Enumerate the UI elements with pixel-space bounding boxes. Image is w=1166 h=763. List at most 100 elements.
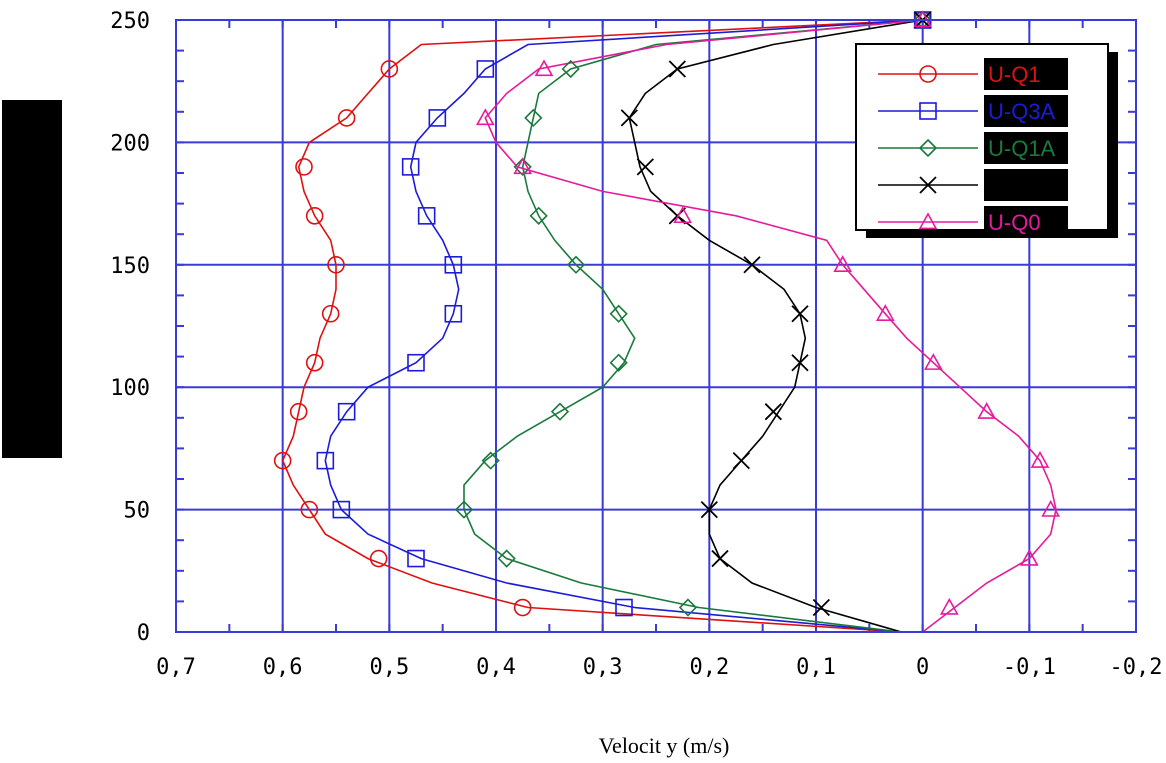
- ylabel-blackout: [2, 100, 62, 458]
- y-tick-label: 100: [110, 376, 150, 401]
- y-tick-label: 0: [137, 621, 150, 646]
- u-q0-point: [923, 353, 943, 370]
- x-tick-label: 0,2: [689, 655, 729, 680]
- legend-label-bg-u-q1a: [984, 132, 1068, 164]
- legend-label-bg-u-q0: [984, 206, 1068, 238]
- legend: U-Q1 U-Q3A U-Q1A U-Q0: [855, 43, 1118, 238]
- u-q1-point: [337, 109, 356, 127]
- legend-marker-u-q3a: [919, 102, 937, 120]
- x-tick-label: 0,1: [796, 655, 836, 680]
- series-4-point: [743, 256, 761, 274]
- u-q3a-point: [444, 255, 463, 274]
- u-q3a-point: [407, 353, 425, 372]
- u-q3a-line: [324, 19, 923, 633]
- u-q1a-line: [463, 19, 923, 633]
- series-4-point: [732, 452, 750, 470]
- u-q1-point: [273, 451, 292, 470]
- legend-label-u-q3a: U-Q3A: [988, 99, 1056, 124]
- u-q1a-point: [913, 10, 932, 30]
- x-tick-label: 0,7: [156, 655, 196, 680]
- u-q0-line: [484, 19, 1057, 633]
- u-q0-point: [1019, 548, 1039, 566]
- series-4-point: [791, 354, 809, 372]
- series-4-point: [668, 60, 686, 78]
- u-q1-point: [369, 549, 388, 568]
- legend-marker-series-4: [919, 176, 937, 194]
- u-q1-point: [295, 158, 313, 176]
- u-q1-point: [305, 353, 324, 372]
- u-q1a-point: [524, 108, 543, 128]
- series-4-point: [700, 500, 718, 519]
- u-q1a-point: [609, 353, 628, 372]
- legend-marker-u-q1a: [918, 138, 938, 158]
- u-q1a-point: [566, 255, 586, 274]
- legend-box: [855, 43, 1109, 231]
- u-q1-point: [300, 500, 319, 519]
- series-4-line: [628, 19, 923, 633]
- x-tick-label: 0: [916, 655, 929, 680]
- u-q1a-point: [481, 451, 500, 470]
- u-q1-point: [513, 598, 532, 617]
- y-tick-label: 150: [110, 254, 150, 279]
- u-q0-point: [833, 255, 853, 273]
- x-tick-label: 0,5: [369, 655, 409, 680]
- legend-label-u-q1: U-Q1: [988, 62, 1041, 87]
- u-q3a-point: [615, 598, 633, 617]
- x-axis-label: Velocit y (m/s): [599, 733, 730, 758]
- series-4-point: [711, 549, 729, 568]
- u-q1-point: [305, 207, 324, 225]
- u-q1-point: [380, 60, 399, 78]
- u-q0-point: [534, 59, 554, 77]
- u-q3a-point: [444, 304, 463, 323]
- u-q3a-point: [401, 158, 420, 176]
- series-4-point: [764, 403, 782, 421]
- u-q3a-point: [407, 549, 425, 568]
- y-tick-labels: 0 50 100 150 200 250: [110, 9, 150, 646]
- series-4-point: [812, 598, 830, 617]
- y-tick-label: 200: [110, 131, 150, 156]
- legend-label-u-q0: U-Q0: [988, 210, 1041, 235]
- series-4-point: [636, 158, 654, 176]
- u-q1a-point: [550, 402, 570, 421]
- u-q3a-point: [332, 500, 351, 519]
- legend-label-bg-u-q3a: [984, 95, 1068, 127]
- y-tick-label: 50: [124, 499, 151, 524]
- u-q1a-point: [609, 304, 628, 323]
- legend-label-u-q1a: U-Q1A: [988, 136, 1056, 161]
- u-q1-point: [321, 304, 340, 323]
- legend-label-bg-u-q1: [984, 58, 1068, 90]
- series-4-point: [620, 109, 638, 127]
- y-tick-label: 250: [110, 9, 150, 34]
- x-tick-label: 0,3: [583, 655, 623, 680]
- legend-marker-u-q1: [919, 65, 937, 83]
- u-q0-point: [977, 402, 997, 419]
- u-q3a-point: [316, 451, 335, 470]
- u-q3a-point: [476, 60, 495, 78]
- u-q3a-point: [417, 207, 436, 225]
- u-q0-point: [673, 206, 693, 224]
- u-q1a-point: [529, 206, 548, 225]
- u-q3a-point: [337, 402, 356, 421]
- u-q0-point: [1041, 499, 1061, 517]
- u-q1a-point: [454, 500, 474, 519]
- u-q1-point: [289, 402, 308, 421]
- u-q1a-point: [678, 598, 698, 617]
- u-q3a-point: [428, 109, 447, 127]
- x-tick-label: -0,2: [1110, 655, 1163, 680]
- u-q1a-point: [513, 157, 532, 177]
- x-tick-label: 0,6: [263, 655, 303, 680]
- u-q0-point: [513, 157, 533, 175]
- u-q0-point: [475, 108, 495, 126]
- x-tick-labels: 0,7 0,6 0,5 0,4 0,3 0,2 0,1 0 -0,1 -0,2: [156, 655, 1162, 680]
- u-q0-point: [875, 304, 895, 321]
- plot-frame: [175, 19, 1137, 633]
- axis-ticks: [175, 19, 1137, 633]
- u-q1-point: [327, 255, 345, 274]
- u-q1a-point: [497, 549, 516, 568]
- series-lines: [281, 19, 1057, 633]
- u-q0-point: [1030, 450, 1050, 468]
- u-q1a-point: [561, 59, 580, 79]
- series-4-point: [791, 305, 809, 323]
- u-q0-point: [939, 597, 959, 615]
